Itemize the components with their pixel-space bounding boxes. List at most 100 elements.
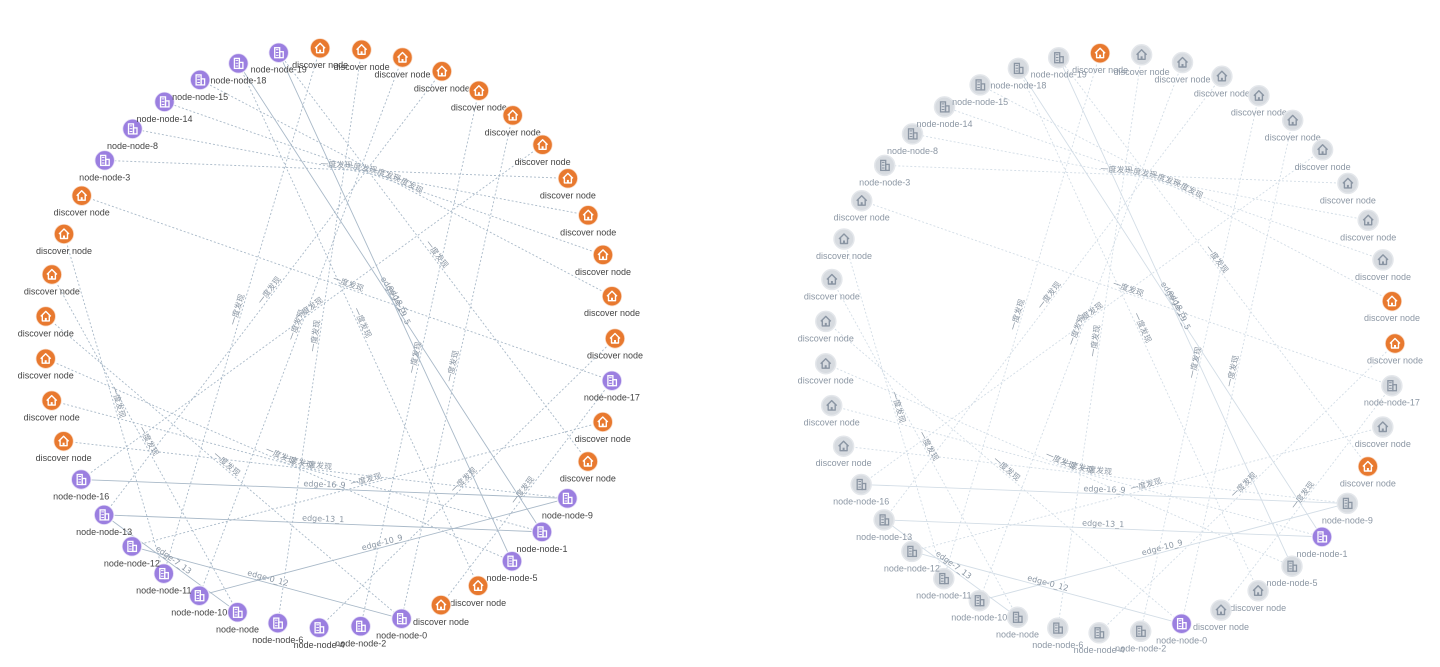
- graph-node[interactable]: node-node-8: [887, 123, 938, 156]
- graph-edge[interactable]: 一度发现: [277, 49, 363, 624]
- discover-node[interactable]: discover node: [18, 347, 74, 381]
- graph-edge[interactable]: 一度发现: [278, 52, 589, 462]
- discover-node[interactable]: discover node: [816, 228, 872, 261]
- discover-node[interactable]: discover node: [1114, 44, 1170, 77]
- graph-edge[interactable]: 一度发现: [80, 144, 543, 480]
- graph-edge[interactable]: edge-16_9: [81, 479, 568, 499]
- graph-node[interactable]: node-node-16: [53, 468, 109, 502]
- graph-edge[interactable]: 一度发现: [440, 380, 613, 606]
- discover-node[interactable]: discover node: [36, 430, 92, 463]
- discover-node[interactable]: discover node: [560, 204, 616, 237]
- graph-edge[interactable]: edge-13_1: [104, 514, 542, 533]
- graph-edge[interactable]: 一度发现: [860, 149, 1323, 485]
- graph-edge[interactable]: 一度发现: [944, 106, 1384, 261]
- graph-edge[interactable]: 一度发现: [1057, 54, 1143, 629]
- graph-node[interactable]: node-node-14: [916, 96, 973, 129]
- discover-node[interactable]: discover node: [587, 327, 643, 361]
- graph-edge[interactable]: 一度发现: [104, 159, 568, 179]
- discover-node[interactable]: discover node: [540, 167, 596, 200]
- discover-node[interactable]: discover node: [1320, 172, 1376, 205]
- graph-node[interactable]: node-node-9: [1322, 492, 1373, 525]
- graph-node[interactable]: node-node-13: [76, 504, 132, 537]
- graph-node[interactable]: node-node-0: [1156, 612, 1207, 646]
- discover-node[interactable]: discover node: [450, 575, 506, 608]
- graph-edge[interactable]: 一度发现: [1058, 57, 1369, 467]
- discover-node[interactable]: discover node: [584, 285, 640, 318]
- graph-edge[interactable]: 一度发现: [81, 195, 613, 382]
- graph-node[interactable]: node-node-10: [951, 589, 1007, 623]
- graph-edge[interactable]: 一度发现: [199, 79, 613, 297]
- graph-edge[interactable]: edge-13_1: [884, 519, 1322, 538]
- graph-node[interactable]: node-node-3: [859, 154, 910, 187]
- graph-node[interactable]: node-node-2: [1115, 620, 1166, 653]
- discover-node[interactable]: discover node: [18, 305, 74, 338]
- graph-node[interactable]: node-node-0: [376, 607, 427, 641]
- graph-node[interactable]: node-node-10: [171, 584, 227, 618]
- graph-node[interactable]: node-node: [216, 601, 259, 634]
- discover-node[interactable]: discover node: [1340, 455, 1396, 489]
- graph-node[interactable]: node-node-14: [136, 91, 193, 124]
- graph-node[interactable]: node-node-2: [335, 615, 386, 648]
- discover-node[interactable]: discover node: [575, 244, 631, 277]
- graph-node[interactable]: node-node-4: [1074, 622, 1125, 655]
- discover-node[interactable]: discover node: [1364, 290, 1420, 323]
- discover-node[interactable]: discover node: [1231, 84, 1287, 118]
- graph-node[interactable]: node-node-4: [294, 617, 345, 650]
- graph-node[interactable]: node-node-18: [210, 52, 266, 85]
- discover-node[interactable]: discover node: [804, 268, 860, 302]
- discover-node[interactable]: discover node: [1194, 65, 1250, 98]
- graph-node[interactable]: node-node-15: [952, 74, 1008, 107]
- discover-node[interactable]: discover node: [1230, 580, 1286, 613]
- graph-edge[interactable]: 一度发现: [63, 440, 568, 499]
- graph-node[interactable]: node-node-15: [172, 69, 228, 102]
- graph-node[interactable]: node-node-8: [107, 118, 158, 151]
- graph-node[interactable]: node-node-5: [1266, 555, 1318, 588]
- discover-node[interactable]: discover node: [834, 189, 890, 223]
- graph-node[interactable]: node-node-6: [252, 612, 303, 645]
- graph-node[interactable]: node-node-19: [1031, 46, 1087, 80]
- graph-node[interactable]: node-node-1: [1296, 526, 1348, 559]
- discover-node[interactable]: discover node: [54, 184, 110, 218]
- graph-node[interactable]: node-node-12: [884, 540, 940, 573]
- graph-edge[interactable]: 一度发现: [198, 57, 403, 596]
- discover-node[interactable]: discover node: [804, 394, 860, 428]
- graph-node[interactable]: node-node-18: [990, 57, 1046, 90]
- graph-node[interactable]: node-node-5: [486, 550, 538, 583]
- discover-node[interactable]: discover node: [798, 310, 854, 343]
- discover-node[interactable]: discover node: [1367, 332, 1423, 366]
- discover-node[interactable]: discover node: [24, 389, 80, 423]
- discover-node[interactable]: discover node: [1355, 416, 1411, 449]
- discover-node[interactable]: discover node: [1193, 599, 1249, 632]
- graph-edge[interactable]: 一度发现: [1220, 385, 1393, 611]
- graph-node[interactable]: node-node-9: [542, 487, 593, 520]
- discover-node[interactable]: discover node: [24, 263, 80, 297]
- graph-node[interactable]: node-node-11: [916, 567, 971, 601]
- graph-edge[interactable]: 一度发现: [132, 128, 589, 216]
- graph-edge[interactable]: 一度发现: [45, 316, 402, 620]
- discover-node[interactable]: discover node: [1340, 209, 1396, 242]
- discover-node[interactable]: discover node: [515, 134, 571, 167]
- discover-node[interactable]: discover node: [36, 223, 92, 256]
- graph-node[interactable]: node-node-1: [516, 521, 568, 554]
- graph-node[interactable]: node-node-3: [79, 149, 130, 182]
- graph-node[interactable]: node-node-11: [136, 562, 191, 596]
- graph-node[interactable]: node-node-16: [833, 473, 889, 507]
- discover-node[interactable]: discover node: [575, 411, 631, 444]
- graph-node[interactable]: node-node-6: [1032, 617, 1083, 650]
- graph-node[interactable]: node-node-17: [1364, 374, 1420, 408]
- graph-node[interactable]: node-node-12: [104, 535, 160, 568]
- graph-edge[interactable]: 一度发现: [884, 164, 1348, 184]
- discover-node[interactable]: discover node: [334, 39, 390, 72]
- discover-node[interactable]: discover node: [414, 60, 470, 93]
- discover-node[interactable]: discover node: [413, 594, 469, 627]
- discover-node[interactable]: discover node: [1154, 51, 1211, 85]
- graph-edge[interactable]: 一度发现: [825, 321, 1182, 625]
- discover-node[interactable]: discover node: [485, 104, 541, 137]
- graph-edge[interactable]: 一度发现: [978, 62, 1183, 601]
- discover-node[interactable]: discover node: [560, 450, 616, 484]
- discover-node[interactable]: discover node: [1265, 109, 1321, 142]
- discover-node[interactable]: discover node: [451, 79, 507, 113]
- graph-edge[interactable]: 一度发现: [979, 84, 1393, 302]
- discover-node[interactable]: discover node: [1295, 139, 1351, 172]
- graph-edge[interactable]: 一度发现: [861, 200, 1393, 387]
